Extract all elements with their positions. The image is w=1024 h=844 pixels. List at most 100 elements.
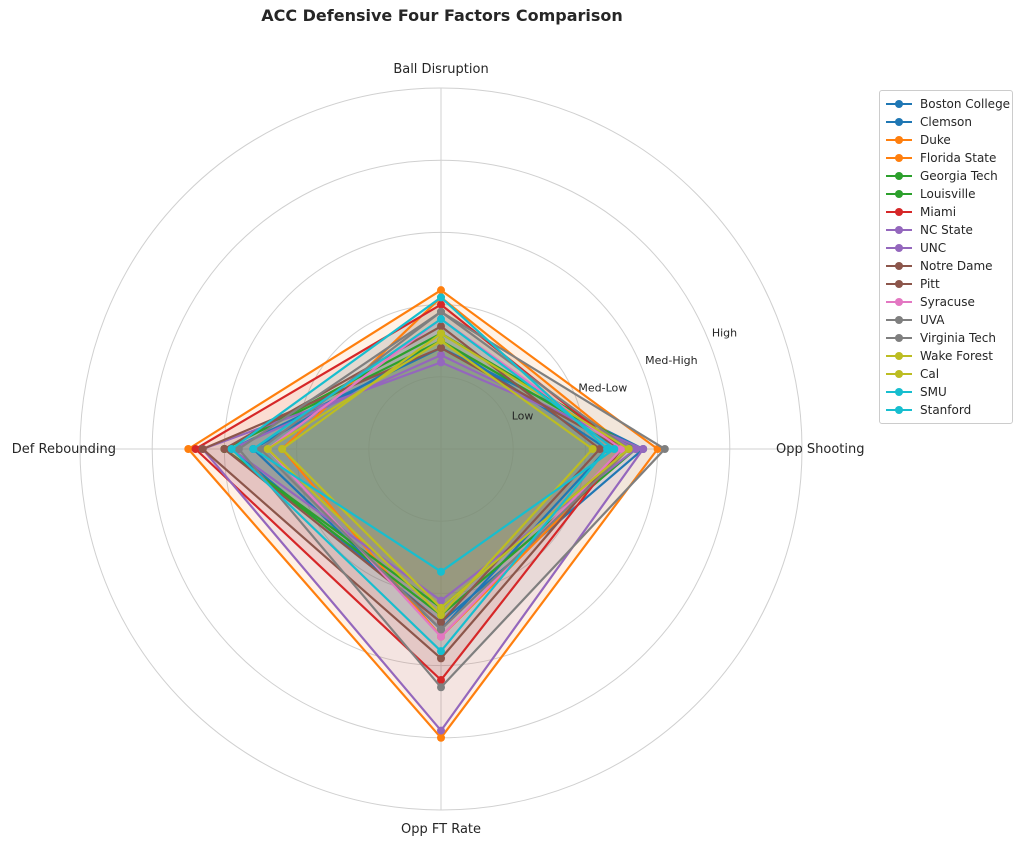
legend-label: Georgia Tech bbox=[920, 169, 998, 183]
data-point bbox=[191, 445, 200, 453]
data-point bbox=[660, 445, 669, 453]
series-group bbox=[184, 286, 662, 742]
data-point bbox=[437, 733, 445, 742]
data-point bbox=[437, 676, 445, 685]
data-point bbox=[437, 315, 445, 324]
data-point bbox=[437, 329, 445, 338]
data-point bbox=[437, 654, 445, 663]
legend-label: Boston College bbox=[920, 97, 1011, 111]
series-fill bbox=[202, 362, 644, 731]
data-point bbox=[437, 300, 445, 309]
series-fill bbox=[253, 340, 608, 630]
data-point bbox=[220, 445, 229, 453]
ring-label: Low bbox=[512, 409, 534, 422]
legend-item: Stanford bbox=[886, 401, 1006, 419]
legend-item: Syracuse bbox=[886, 293, 1006, 311]
data-point bbox=[437, 596, 445, 605]
series-group bbox=[249, 315, 619, 576]
legend-item: UNC bbox=[886, 239, 1006, 257]
data-point bbox=[437, 307, 445, 316]
axis-label: Opp FT Rate bbox=[401, 822, 481, 837]
legend-label: Notre Dame bbox=[920, 259, 993, 273]
data-point bbox=[437, 322, 445, 331]
data-point bbox=[263, 445, 272, 453]
legend-swatch bbox=[886, 117, 912, 127]
data-point bbox=[610, 445, 619, 453]
legend-swatch bbox=[886, 315, 912, 325]
legend-label: Virginia Tech bbox=[920, 331, 996, 345]
legend-item: Boston College bbox=[886, 95, 1010, 113]
data-point bbox=[603, 445, 612, 453]
data-point bbox=[227, 445, 236, 453]
legend-item: Duke bbox=[886, 131, 1006, 149]
legend-swatch bbox=[886, 261, 912, 271]
series-group bbox=[227, 293, 612, 656]
data-point bbox=[437, 611, 445, 620]
series-group bbox=[263, 336, 597, 620]
legend-item: Virginia Tech bbox=[886, 329, 1006, 347]
chart-title: ACC Defensive Four Factors Comparison bbox=[261, 6, 623, 25]
data-point bbox=[437, 358, 445, 367]
data-point bbox=[249, 445, 258, 453]
series-fill bbox=[282, 333, 629, 608]
legend-item: Pitt bbox=[886, 275, 1006, 293]
legend-item: Clemson bbox=[886, 113, 1006, 131]
data-point bbox=[588, 445, 597, 453]
data-point bbox=[437, 726, 445, 735]
data-point bbox=[437, 567, 445, 576]
series-fill bbox=[267, 340, 593, 616]
legend-swatch bbox=[886, 387, 912, 397]
series-fill bbox=[231, 355, 636, 601]
data-point bbox=[256, 445, 265, 453]
legend-item: NC State bbox=[886, 221, 1006, 239]
legend-label: Wake Forest bbox=[920, 349, 993, 363]
data-point bbox=[437, 632, 445, 641]
legend-item: Louisville bbox=[886, 185, 1006, 203]
legend-item: UVA bbox=[886, 311, 1006, 329]
axis-labels: Ball Disruption Opp Shooting Opp FT Rate De… bbox=[12, 62, 865, 837]
legend-swatch bbox=[886, 297, 912, 307]
data-point bbox=[437, 625, 445, 634]
legend-label: Pitt bbox=[920, 277, 940, 291]
legend-swatch bbox=[886, 279, 912, 289]
legend-item: Wake Forest bbox=[886, 347, 1006, 365]
data-point bbox=[437, 336, 445, 345]
data-point bbox=[437, 351, 445, 360]
legend-swatch bbox=[886, 189, 912, 199]
legend-item: Notre Dame bbox=[886, 257, 1006, 275]
legend: Boston College Clemson Duke Florida State Ge… bbox=[879, 90, 1013, 424]
legend-label: UNC bbox=[920, 241, 947, 255]
legend-swatch bbox=[886, 207, 912, 217]
data-point bbox=[437, 647, 445, 656]
legend-item: Florida State bbox=[886, 149, 1006, 167]
data-point bbox=[437, 683, 445, 692]
legend-swatch bbox=[886, 405, 912, 415]
radar-chart: Ball Disruption Opp Shooting Opp FT Rate De… bbox=[12, 62, 865, 837]
axis-label: Def Rebounding bbox=[12, 442, 116, 457]
axis-label: Ball Disruption bbox=[393, 62, 488, 77]
data-point bbox=[278, 445, 287, 453]
data-point bbox=[437, 293, 445, 302]
legend-swatch bbox=[886, 351, 912, 361]
legend-swatch bbox=[886, 99, 912, 109]
legend-item: Cal bbox=[886, 365, 1006, 383]
legend-swatch bbox=[886, 243, 912, 253]
legend-label: Syracuse bbox=[920, 295, 975, 309]
data-point bbox=[595, 445, 604, 453]
legend-label: Florida State bbox=[920, 151, 997, 165]
data-point bbox=[437, 343, 445, 352]
legend-label: Cal bbox=[920, 367, 940, 381]
axis-label: Opp Shooting bbox=[776, 442, 864, 457]
legend-label: Louisville bbox=[920, 187, 976, 201]
data-point bbox=[198, 445, 207, 453]
ring-label: Med-Low bbox=[578, 382, 627, 395]
series-fill bbox=[231, 347, 644, 623]
legend-item: SMU bbox=[886, 383, 1006, 401]
series-group bbox=[234, 307, 669, 692]
legend-item: Georgia Tech bbox=[886, 167, 1006, 185]
legend-item: Miami bbox=[886, 203, 1006, 221]
legend-label: Duke bbox=[920, 133, 951, 147]
legend-swatch bbox=[886, 369, 912, 379]
data-point bbox=[639, 445, 648, 453]
legend-label: Stanford bbox=[920, 403, 972, 417]
